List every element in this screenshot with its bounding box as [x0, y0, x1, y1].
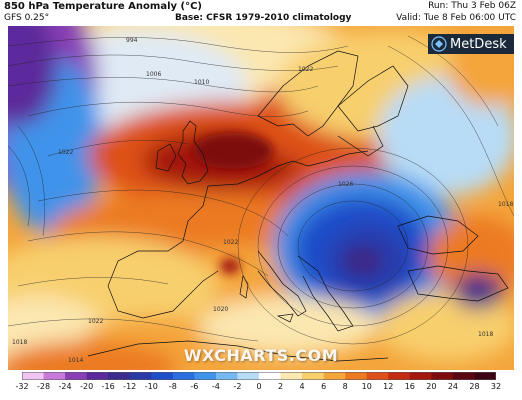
legend-swatch	[65, 372, 88, 380]
map-canvas: 994 1006 1010 1022 1022 1026 1022 1018 1…	[8, 26, 514, 370]
legend-tick-label: 12	[383, 382, 394, 391]
wxcharts-watermark: WXCHARTS.COM	[183, 346, 339, 365]
legend-tick-label: -2	[233, 382, 242, 391]
legend-swatch	[388, 372, 411, 380]
legend-labels: -32 -28 -24 -20 -16 -12 -10 -8 -6 -4 -2 0 2 4 6 8 10 12 16…	[14, 382, 504, 396]
legend-tick-label: 4	[299, 382, 305, 391]
legend-swatch	[280, 372, 303, 380]
legend-swatch	[194, 372, 217, 380]
legend-swatch	[237, 372, 260, 380]
logo-text: MetDesk	[450, 36, 507, 52]
anomaly-field	[8, 26, 514, 370]
legend-tick-label: 32	[490, 382, 502, 391]
legend-tick-label: -28	[36, 382, 51, 391]
metdesk-logo-icon	[431, 36, 447, 52]
legend-swatch	[129, 372, 152, 380]
legend-bar	[22, 372, 496, 380]
isobar-label: 1018	[12, 339, 27, 346]
isobar-label: 1022	[88, 318, 103, 325]
legend-tick-label: -16	[101, 382, 115, 391]
legend-swatch	[474, 372, 496, 380]
isobars	[8, 35, 514, 345]
isobar-label: 1022	[58, 149, 73, 156]
legend-tick-label: -10	[144, 382, 158, 391]
isobar-labels: 994 1006 1010 1022 1022 1026 1022 1018 1…	[12, 37, 513, 364]
legend-swatch	[409, 372, 432, 380]
legend-tick-label: 0	[256, 382, 262, 391]
isobar-label: 1018	[478, 331, 493, 338]
legend-tick-label: -32	[15, 382, 29, 391]
legend-swatch	[172, 372, 195, 380]
legend-tick-label: 16	[404, 382, 415, 391]
legend-tick-label: -4	[211, 382, 220, 391]
anomaly-highlights	[193, 133, 381, 275]
legend-tick-label: 8	[342, 382, 348, 391]
legend-swatch	[22, 372, 45, 380]
legend-swatch	[323, 372, 346, 380]
climatology-base-label: Base: CFSR 1979-2010 climatology	[175, 13, 352, 23]
metdesk-logo: MetDesk	[428, 34, 514, 54]
legend-tick-label: 24	[447, 382, 458, 391]
legend-tick-label: -12	[123, 382, 137, 391]
legend-swatch	[452, 372, 475, 380]
color-scale-legend: -32 -28 -24 -20 -16 -12 -10 -8 -6 -4 -2 0 2 4 6 8 10 12 16…	[14, 372, 504, 400]
legend-tick-label: -8	[168, 382, 177, 391]
legend-swatch	[151, 372, 174, 380]
legend-tick-label: -20	[80, 382, 94, 391]
model-label: GFS 0.25°	[4, 13, 50, 23]
isobar-label: 1022	[298, 66, 313, 73]
legend-swatch	[43, 372, 66, 380]
chart-title: 850 hPa Temperature Anomaly (°C)	[4, 1, 202, 12]
legend-tick-label: 20	[426, 382, 437, 391]
run-time-label: Run: Thu 3 Feb 06Z	[428, 1, 516, 11]
legend-tick-label: 6	[321, 382, 327, 391]
isobar-label: 1026	[338, 181, 353, 188]
isobar-label: 1022	[223, 239, 238, 246]
legend-swatch	[215, 372, 238, 380]
legend-tick-label: -6	[190, 382, 199, 391]
isobar-label: 994	[126, 37, 138, 44]
isobar-label: 1006	[146, 71, 161, 78]
anomaly-map: 994 1006 1010 1022 1022 1026 1022 1018 1…	[8, 26, 514, 370]
valid-time-label: Valid: Tue 8 Feb 06:00 UTC	[396, 13, 516, 23]
legend-swatch	[259, 372, 282, 380]
chart-header: 850 hPa Temperature Anomaly (°C) GFS 0.2…	[0, 0, 522, 26]
legend-swatch	[302, 372, 325, 380]
legend-tick-label: 2	[277, 382, 284, 391]
legend-tick-label: 10	[361, 382, 372, 391]
isobar-label: 1018	[498, 201, 513, 208]
legend-tick-label: 28	[469, 382, 480, 391]
legend-swatch	[345, 372, 368, 380]
isobar-label: 1020	[213, 306, 228, 313]
legend-swatch	[108, 372, 131, 380]
isobar-label: 1010	[194, 79, 209, 86]
legend-tick-label: -24	[58, 382, 72, 391]
legend-swatch	[86, 372, 109, 380]
isobar-label: 1014	[68, 357, 83, 364]
legend-swatch	[366, 372, 389, 380]
legend-swatch	[431, 372, 454, 380]
